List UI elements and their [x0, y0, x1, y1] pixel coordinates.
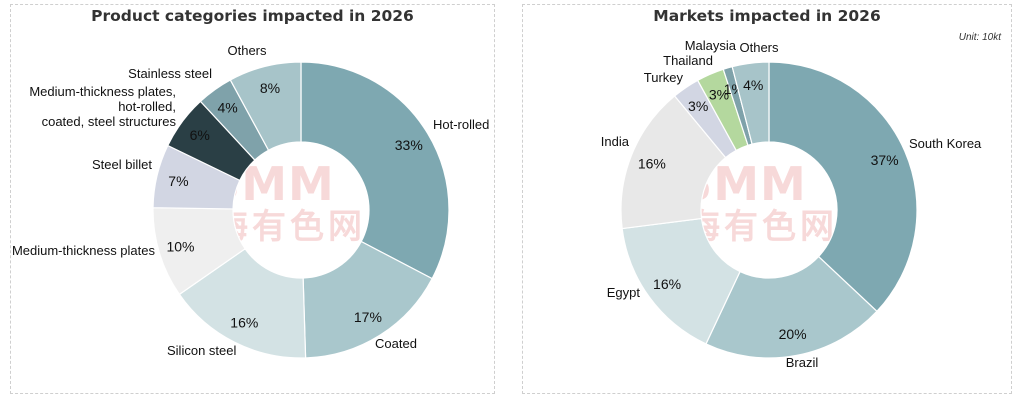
category-label-stainless-steel: Stainless steel [128, 66, 212, 81]
pct-label-others: 4% [743, 77, 763, 93]
category-label-steel-billet: Steel billet [92, 157, 152, 172]
pct-label-medium-thickness-plates: 10% [166, 239, 194, 255]
pct-label-others: 8% [260, 80, 280, 96]
slice-coated [302, 240, 433, 359]
donut-chart-product-categories: SMM上海有色网33%Hot-rolled17%Coated16%Silicon… [12, 43, 489, 359]
category-label-silicon-steel: Silicon steel [167, 343, 236, 358]
pct-label-steel-billet: 7% [168, 173, 188, 189]
unit-label: Unit: 10kt [958, 32, 1001, 43]
slice-others [229, 61, 302, 152]
chart-title: Markets impacted in 2026 [653, 7, 881, 25]
category-label-turkey: Turkey [644, 70, 684, 85]
pct-label-south-korea: 37% [871, 152, 899, 168]
category-label-coated: Coated [375, 336, 417, 351]
pct-label-hot-rolled: 33% [395, 137, 423, 153]
chart-panel-product-categories: Product categories impacted in 2026 SMM 上… [10, 4, 495, 394]
pct-label-egypt: 16% [653, 276, 681, 292]
pct-label-coated: 17% [354, 309, 382, 325]
slice-south-korea [768, 61, 918, 313]
category-label-south-korea: South Korea [909, 136, 982, 151]
pct-label-turkey: 3% [688, 98, 708, 114]
slice-others [731, 61, 770, 145]
category-label-thailand: Thailand [663, 53, 713, 68]
slice-silicon-steel [178, 247, 307, 359]
slice-india [620, 95, 727, 230]
category-label-hot-rolled: Hot-rolled [433, 117, 489, 132]
pct-label-thailand: 3% [709, 86, 729, 102]
category-label-brazil: Brazil [786, 355, 819, 370]
pct-label-brazil: 20% [779, 326, 807, 342]
category-label-egypt: Egypt [607, 285, 641, 300]
pct-label-medium-thickness-plates-hot-rolled-coated-steel-structures: 6% [190, 127, 210, 143]
pct-label-silicon-steel: 16% [230, 315, 258, 331]
category-label-others: Others [739, 40, 779, 55]
category-label-india: India [601, 134, 630, 149]
category-label-medium-thickness-plates: Medium-thickness plates [12, 243, 156, 258]
chart-title: Product categories impacted in 2026 [91, 7, 414, 25]
slice-egypt [621, 217, 741, 345]
slice-brazil [705, 255, 878, 359]
category-label-others: Others [227, 43, 267, 58]
slice-hot-rolled [300, 61, 450, 280]
category-label-malaysia: Malaysia [685, 38, 737, 53]
pct-label-india: 16% [638, 156, 666, 172]
pct-label-stainless-steel: 4% [217, 100, 237, 116]
category-label-medium-thickness-plates-hot-rolled-coated-steel-structures: Medium-thickness plates, hot-rolled, coate… [29, 84, 176, 129]
chart-panel-markets: Markets impacted in 2026 Unit: 10kt SMM 上… [522, 4, 1012, 394]
